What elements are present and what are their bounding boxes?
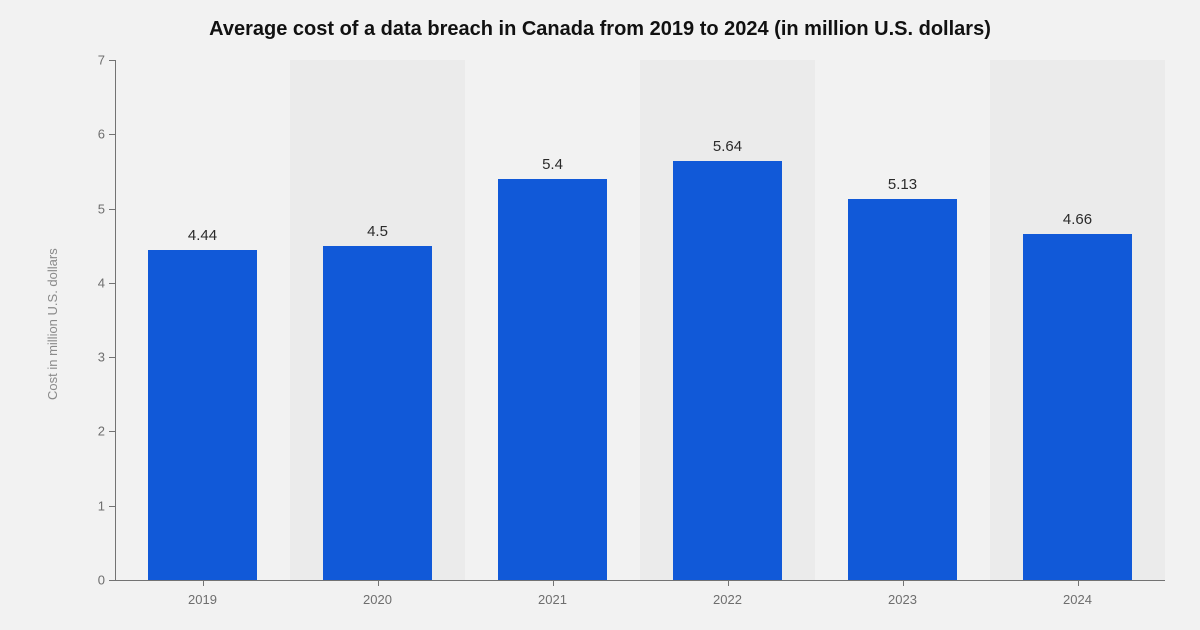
bar	[148, 250, 257, 580]
y-tick-label: 5	[98, 201, 105, 216]
y-tick-label: 2	[98, 424, 105, 439]
y-axis-label: Cost in million U.S. dollars	[45, 248, 60, 400]
x-tick-label: 2023	[888, 592, 917, 607]
x-tick-label: 2019	[188, 592, 217, 607]
x-axis-line	[115, 580, 1165, 581]
bar-value-label: 4.44	[188, 227, 217, 244]
bar	[848, 199, 957, 580]
bar-value-label: 4.66	[1063, 211, 1092, 228]
y-axis-line	[115, 60, 116, 580]
x-tick-label: 2020	[363, 592, 392, 607]
y-tick-label: 6	[98, 127, 105, 142]
bar	[1023, 234, 1132, 580]
y-tick-label: 0	[98, 573, 105, 588]
chart-title: Average cost of a data breach in Canada …	[0, 18, 1200, 41]
bar	[673, 161, 782, 580]
x-tick-label: 2021	[538, 592, 567, 607]
bar-value-label: 5.4	[542, 156, 563, 173]
bar-value-label: 4.5	[367, 223, 388, 240]
x-tick-label: 2022	[713, 592, 742, 607]
bar	[498, 179, 607, 580]
chart-container: Average cost of a data breach in Canada …	[0, 0, 1200, 630]
bar-value-label: 5.64	[713, 138, 742, 155]
bar-value-label: 5.13	[888, 176, 917, 193]
y-tick-label: 7	[98, 53, 105, 68]
bar	[323, 246, 432, 580]
y-tick-label: 3	[98, 350, 105, 365]
y-tick-label: 1	[98, 498, 105, 513]
y-tick-label: 4	[98, 275, 105, 290]
plot-area: 012345674.4420194.520205.420215.6420225.…	[115, 60, 1165, 580]
x-tick-label: 2024	[1063, 592, 1092, 607]
